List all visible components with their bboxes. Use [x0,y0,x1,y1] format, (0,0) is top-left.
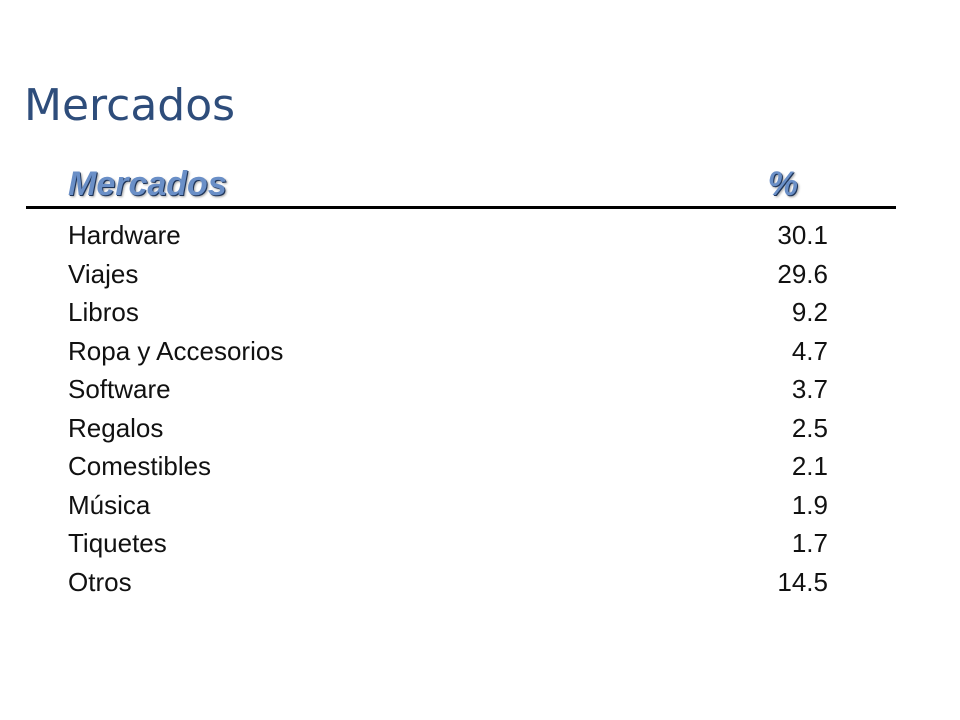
row-value: 2.1 [791,451,828,481]
slide-title: Mercados [24,80,236,131]
table-row: Libros 9.2 [68,293,828,332]
column-header-percent: % [767,165,798,203]
row-label: Comestibles [68,451,212,481]
table-body: Hardware 30.1 Viajes 29.6 Libros 9.2 Rop… [68,216,828,601]
table-row: Otros 14.5 [68,563,828,602]
header-divider [26,206,896,209]
row-value: 1.7 [791,528,828,558]
row-value: 29.6 [777,258,828,289]
row-label: Tiquetes [68,528,167,558]
table-row: Comestibles 2.1 [68,447,828,486]
row-label: Libros [68,297,139,327]
row-value: 3.7 [791,374,828,404]
table-row: Software 3.7 [68,370,828,409]
row-value: 9.2 [791,297,828,327]
table-row: Viajes 29.6 [68,255,828,294]
row-label: Hardware [68,220,181,250]
column-header-mercados: Mercados [68,165,227,203]
row-value: 4.7 [791,335,828,366]
table-header: Mercados % [68,162,828,206]
row-value: 1.9 [791,489,828,520]
table-row: Música 1.9 [68,486,828,525]
table-row: Hardware 30.1 [68,216,828,255]
row-value: 30.1 [777,220,828,250]
row-value: 14.5 [777,566,828,597]
row-label: Viajes [68,258,139,289]
row-label: Regalos [68,412,164,443]
row-label: Software [68,374,171,404]
row-label: Música [68,489,151,520]
row-value: 2.5 [791,412,828,443]
table-row: Regalos 2.5 [68,409,828,448]
table-row: Tiquetes 1.7 [68,524,828,563]
row-label: Ropa y Accesorios [68,335,284,366]
table-row: Ropa y Accesorios 4.7 [68,332,828,371]
row-label: Otros [68,566,132,597]
